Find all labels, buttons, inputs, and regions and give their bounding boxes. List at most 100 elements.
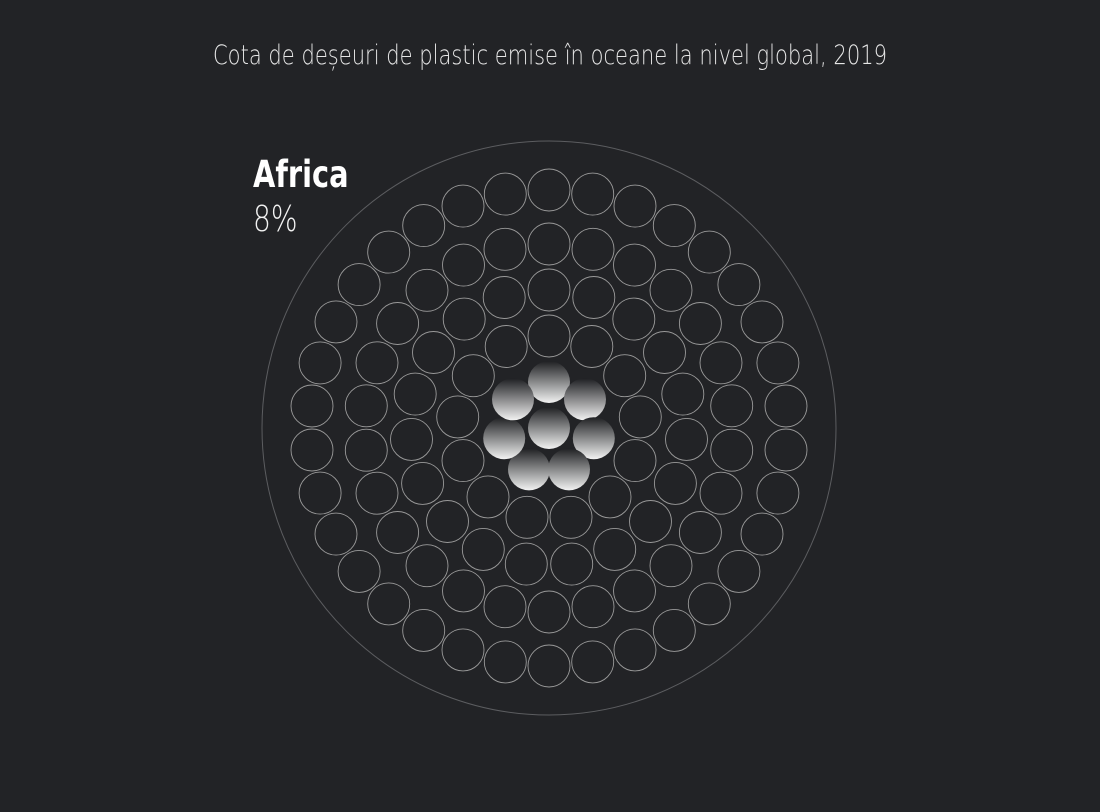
- unit-circle: [613, 628, 657, 672]
- unit-circle: [355, 471, 399, 515]
- unit-circle: [618, 395, 662, 439]
- unit-circle: [527, 590, 571, 634]
- unit-circle: [717, 549, 761, 593]
- unit-circle: [764, 384, 808, 428]
- unit-circle: [441, 628, 485, 672]
- unit-circle: [613, 184, 657, 228]
- unit-circle: [549, 495, 593, 539]
- unit-circle: [344, 384, 388, 428]
- unit-circle: [405, 544, 449, 588]
- unit-circle: [298, 341, 342, 385]
- unit-circle: [678, 511, 722, 554]
- unit-circle: [710, 428, 754, 472]
- unit-circle-highlighted: [528, 361, 570, 403]
- unit-circle: [442, 569, 485, 613]
- unit-circle: [649, 544, 693, 588]
- unit-circle-highlighted: [508, 448, 550, 491]
- unit-circle: [740, 300, 784, 344]
- unit-circle: [441, 439, 485, 483]
- unit-circle: [290, 428, 334, 472]
- unit-circle: [482, 276, 526, 319]
- unit-circle: [571, 640, 615, 684]
- unit-circle-highlighted: [564, 378, 606, 421]
- unit-circles: [290, 168, 808, 688]
- unit-circle: [665, 417, 708, 461]
- unit-circle: [390, 417, 433, 461]
- unit-circle: [756, 341, 800, 385]
- outer-ring: [261, 140, 837, 716]
- unit-circle: [314, 300, 358, 344]
- unit-circle: [505, 495, 549, 539]
- unit-circle: [687, 230, 731, 274]
- unit-circle: [643, 331, 686, 374]
- region-legend: Africa 8%: [253, 152, 376, 242]
- region-value: 8%: [253, 199, 298, 240]
- unit-circle: [461, 527, 505, 571]
- unit-circle: [740, 512, 784, 556]
- unit-circle: [504, 542, 548, 586]
- unit-circle: [699, 341, 743, 385]
- unit-circle: [426, 500, 469, 543]
- unit-circle: [298, 471, 342, 515]
- unit-circle: [756, 471, 800, 515]
- unit-circle: [483, 640, 527, 684]
- unit-circle: [483, 172, 527, 216]
- unit-circle: [451, 354, 495, 398]
- unit-circle: [603, 354, 647, 398]
- unit-circle: [436, 395, 480, 439]
- unit-circle: [367, 230, 411, 274]
- unit-circle: [593, 527, 637, 571]
- unit-circle-highlighted: [572, 417, 615, 460]
- chart-title: Cota de deșeuri de plastic emise în ocea…: [212, 40, 888, 71]
- region-label: Africa: [253, 153, 349, 196]
- unit-circle-highlighted: [492, 378, 534, 421]
- unit-circle: [367, 582, 411, 626]
- unit-circle: [717, 263, 761, 307]
- unit-circle: [613, 439, 657, 483]
- unit-circle: [442, 297, 486, 341]
- unit-circle: [613, 569, 656, 613]
- unit-circle: [337, 263, 381, 307]
- unit-circle: [571, 172, 615, 216]
- unit-circle: [527, 222, 571, 266]
- unit-circle: [405, 268, 449, 312]
- unit-circle: [355, 341, 399, 385]
- unit-circle: [527, 314, 571, 358]
- unit-circle: [483, 585, 527, 629]
- unit-circle: [393, 372, 437, 416]
- unit-circle: [376, 302, 420, 345]
- unit-circle: [571, 585, 615, 629]
- unit-circle: [290, 384, 334, 428]
- unit-circle: [337, 549, 381, 593]
- unit-circle: [466, 475, 510, 519]
- unit-circle: [550, 542, 594, 586]
- unit-circle: [653, 461, 697, 505]
- unit-circle: [613, 243, 656, 287]
- unit-circle: [661, 372, 705, 416]
- unit-circle: [401, 461, 445, 505]
- unit-circle: [687, 582, 731, 626]
- unit-circle: [629, 500, 672, 543]
- unit-circle: [484, 325, 528, 368]
- unit-circle: [527, 168, 571, 212]
- unit-circle: [652, 204, 696, 248]
- unit-circle-highlighted: [548, 448, 590, 491]
- unit-circle: [588, 475, 632, 519]
- unit-circle: [344, 428, 388, 472]
- unit-circle-highlighted: [528, 407, 570, 449]
- unit-circle: [527, 644, 571, 688]
- unit-circle: [572, 276, 616, 319]
- unit-circle: [314, 512, 358, 556]
- unit-circle: [699, 471, 743, 515]
- unit-circle: [652, 608, 696, 652]
- unit-circle: [412, 331, 455, 374]
- unit-circle-highlighted: [483, 417, 526, 460]
- unit-circle: [649, 268, 693, 312]
- unit-circle: [483, 227, 527, 271]
- unit-circle: [678, 302, 722, 345]
- unit-circle: [710, 384, 754, 428]
- unit-circle: [402, 204, 446, 248]
- unit-circle: [612, 297, 656, 341]
